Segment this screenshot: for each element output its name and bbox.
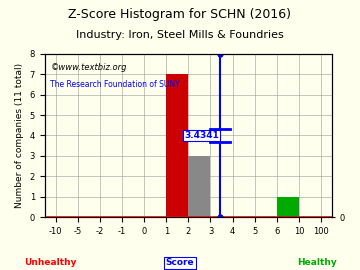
- Text: Unhealthy: Unhealthy: [24, 258, 77, 267]
- Bar: [277, 197, 299, 217]
- Text: The Research Foundation of SUNY: The Research Foundation of SUNY: [50, 80, 180, 89]
- Bar: [166, 74, 188, 217]
- Text: Healthy: Healthy: [297, 258, 337, 267]
- Text: Industry: Iron, Steel Mills & Foundries: Industry: Iron, Steel Mills & Foundries: [76, 30, 284, 40]
- Text: 3.4341: 3.4341: [184, 131, 219, 140]
- Text: Z-Score Histogram for SCHN (2016): Z-Score Histogram for SCHN (2016): [68, 8, 292, 21]
- Text: Score: Score: [166, 258, 194, 267]
- Bar: [188, 156, 211, 217]
- Y-axis label: Number of companies (11 total): Number of companies (11 total): [15, 63, 24, 208]
- Text: ©www.textbiz.org: ©www.textbiz.org: [50, 63, 127, 72]
